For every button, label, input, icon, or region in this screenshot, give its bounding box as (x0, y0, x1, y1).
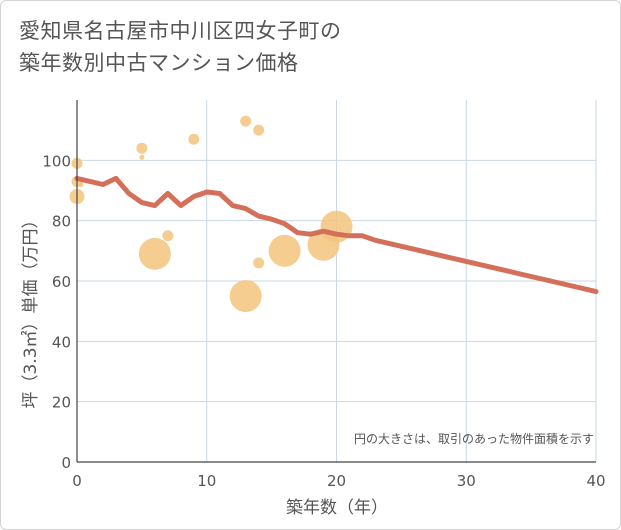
data-bubble (139, 154, 145, 160)
trend-line-layer (74, 175, 599, 295)
bubble-layer (69, 115, 353, 313)
y-axis-label: 坪（3.3㎡）単価（万円） (21, 211, 41, 408)
x-tick-label: 10 (197, 472, 216, 490)
data-bubble (136, 142, 148, 154)
x-tick-label: 30 (457, 472, 476, 490)
title-line-2: 築年数別中古マンション価格 (19, 51, 299, 75)
data-bubble (188, 133, 200, 145)
x-axis-label: 築年数（年） (286, 498, 388, 518)
data-bubble (240, 115, 252, 127)
bubble-size-note: 円の大きさは、取引のあった物件面積を示す (354, 431, 594, 446)
y-tick-label: 80 (52, 213, 71, 231)
grid (77, 100, 597, 462)
y-tick-label: 40 (52, 333, 71, 351)
data-bubble (268, 234, 301, 267)
x-tick-label: 20 (327, 472, 346, 490)
y-tick-label: 0 (61, 454, 71, 472)
x-tick-label: 0 (72, 472, 82, 490)
x-tick-label: 40 (586, 472, 605, 490)
data-bubble (162, 230, 174, 242)
chart-title: 愛知県名古屋市中川区四女子町の 築年数別中古マンション価格 (19, 15, 342, 79)
axes: 0 20 40 60 80 100 0 10 20 30 40 (42, 100, 606, 490)
data-bubble (253, 124, 265, 136)
data-bubble (229, 280, 262, 313)
y-tick-label: 60 (52, 273, 71, 291)
data-bubble (78, 181, 84, 187)
data-bubble (253, 257, 265, 269)
title-line-1: 愛知県名古屋市中川区四女子町の (19, 19, 342, 43)
average-price-line (74, 175, 599, 295)
data-bubble (138, 237, 171, 270)
y-tick-label: 100 (42, 152, 71, 170)
y-tick-label: 20 (52, 394, 71, 412)
